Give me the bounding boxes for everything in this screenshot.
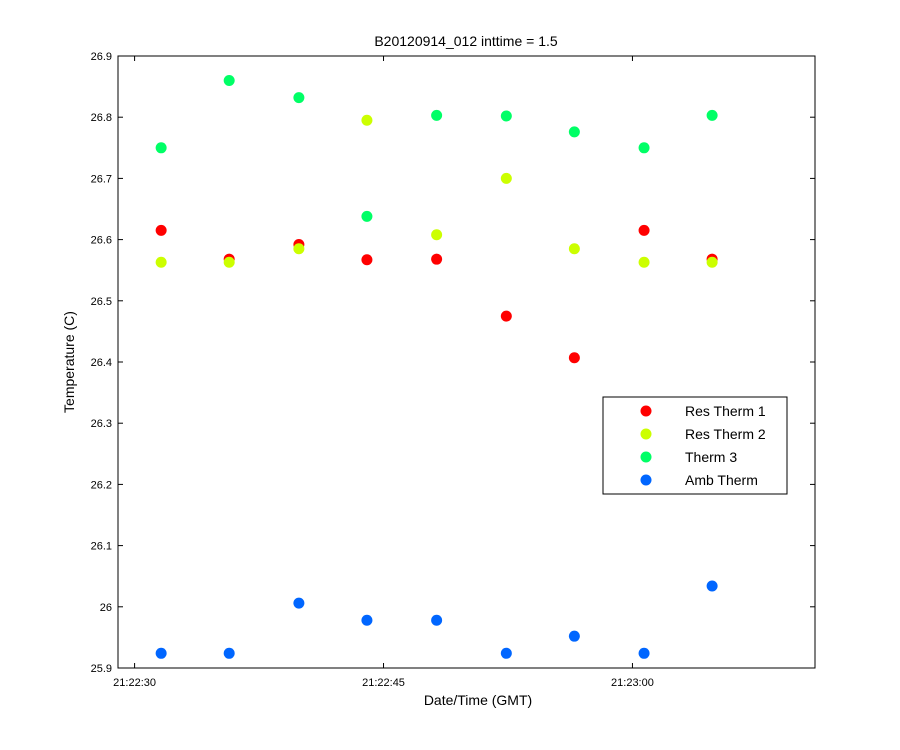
data-point <box>223 256 235 268</box>
y-axis-ticks: 25.9 26 26.1 26.2 26.3 26.4 26.5 26.6 26.7 26.8 26… <box>91 51 815 675</box>
data-point <box>431 109 443 121</box>
legend-marker <box>640 474 652 486</box>
y-tick-label: 26.9 <box>91 51 112 63</box>
data-point <box>568 352 580 364</box>
data-point <box>155 142 167 154</box>
y-axis-title: Temperature (C) <box>61 311 77 413</box>
y-tick-label: 26.8 <box>91 112 112 124</box>
y-tick-label: 26.2 <box>91 479 112 491</box>
data-point <box>638 256 650 268</box>
data-point <box>706 256 718 268</box>
data-point <box>223 74 235 86</box>
legend-label: Res Therm 2 <box>685 426 766 442</box>
data-point <box>500 310 512 322</box>
y-tick-label: 26.7 <box>91 173 112 185</box>
data-point <box>361 254 373 266</box>
data-point <box>155 256 167 268</box>
series-4 <box>155 580 718 659</box>
legend-marker <box>640 405 652 417</box>
x-axis-ticks: 21:22:30 21:22:45 21:23:00 <box>113 56 654 689</box>
data-point <box>431 229 443 241</box>
plot-area <box>117 55 816 669</box>
data-point <box>293 92 305 104</box>
y-tick-label: 26.1 <box>91 541 112 553</box>
chart-title: B20120914_012 inttime = 1.5 <box>374 33 558 49</box>
y-tick-label: 26.5 <box>91 296 112 308</box>
data-point <box>361 614 373 626</box>
y-tick-label: 26.6 <box>91 235 112 247</box>
data-point <box>706 580 718 592</box>
y-tick-label: 26 <box>100 602 112 614</box>
x-tick-label: 21:22:30 <box>113 677 156 689</box>
data-point <box>155 224 167 236</box>
data-point <box>568 126 580 138</box>
y-tick-label: 26.3 <box>91 418 112 430</box>
data-point <box>638 142 650 154</box>
data-point <box>568 630 580 642</box>
x-axis-title: Date/Time (GMT) <box>424 692 532 708</box>
x-tick-label: 21:23:00 <box>611 677 654 689</box>
data-point <box>431 253 443 265</box>
data-point <box>293 243 305 255</box>
series-2 <box>155 114 718 268</box>
data-points <box>155 74 718 659</box>
data-point <box>293 597 305 609</box>
legend-label: Amb Therm <box>685 472 758 488</box>
data-point <box>500 110 512 122</box>
legend-label: Therm 3 <box>685 449 737 465</box>
data-point <box>500 647 512 659</box>
legend-marker <box>640 428 652 440</box>
x-tick-label: 21:22:45 <box>362 677 405 689</box>
data-point <box>500 172 512 184</box>
data-point <box>638 224 650 236</box>
data-point <box>361 114 373 126</box>
series-3 <box>155 74 718 222</box>
legend-label: Res Therm 1 <box>685 403 766 419</box>
y-tick-label: 25.9 <box>91 663 112 675</box>
legend-box <box>602 396 788 495</box>
y-tick-label: 26.4 <box>91 357 112 369</box>
data-point <box>706 109 718 121</box>
data-point <box>431 614 443 626</box>
data-point <box>638 647 650 659</box>
legend-marker <box>640 451 652 463</box>
data-point <box>223 647 235 659</box>
legend: Res Therm 1 Res Therm 2 Therm 3 Amb Therm <box>602 396 788 495</box>
data-point <box>155 647 167 659</box>
data-point <box>361 210 373 222</box>
data-point <box>568 243 580 255</box>
